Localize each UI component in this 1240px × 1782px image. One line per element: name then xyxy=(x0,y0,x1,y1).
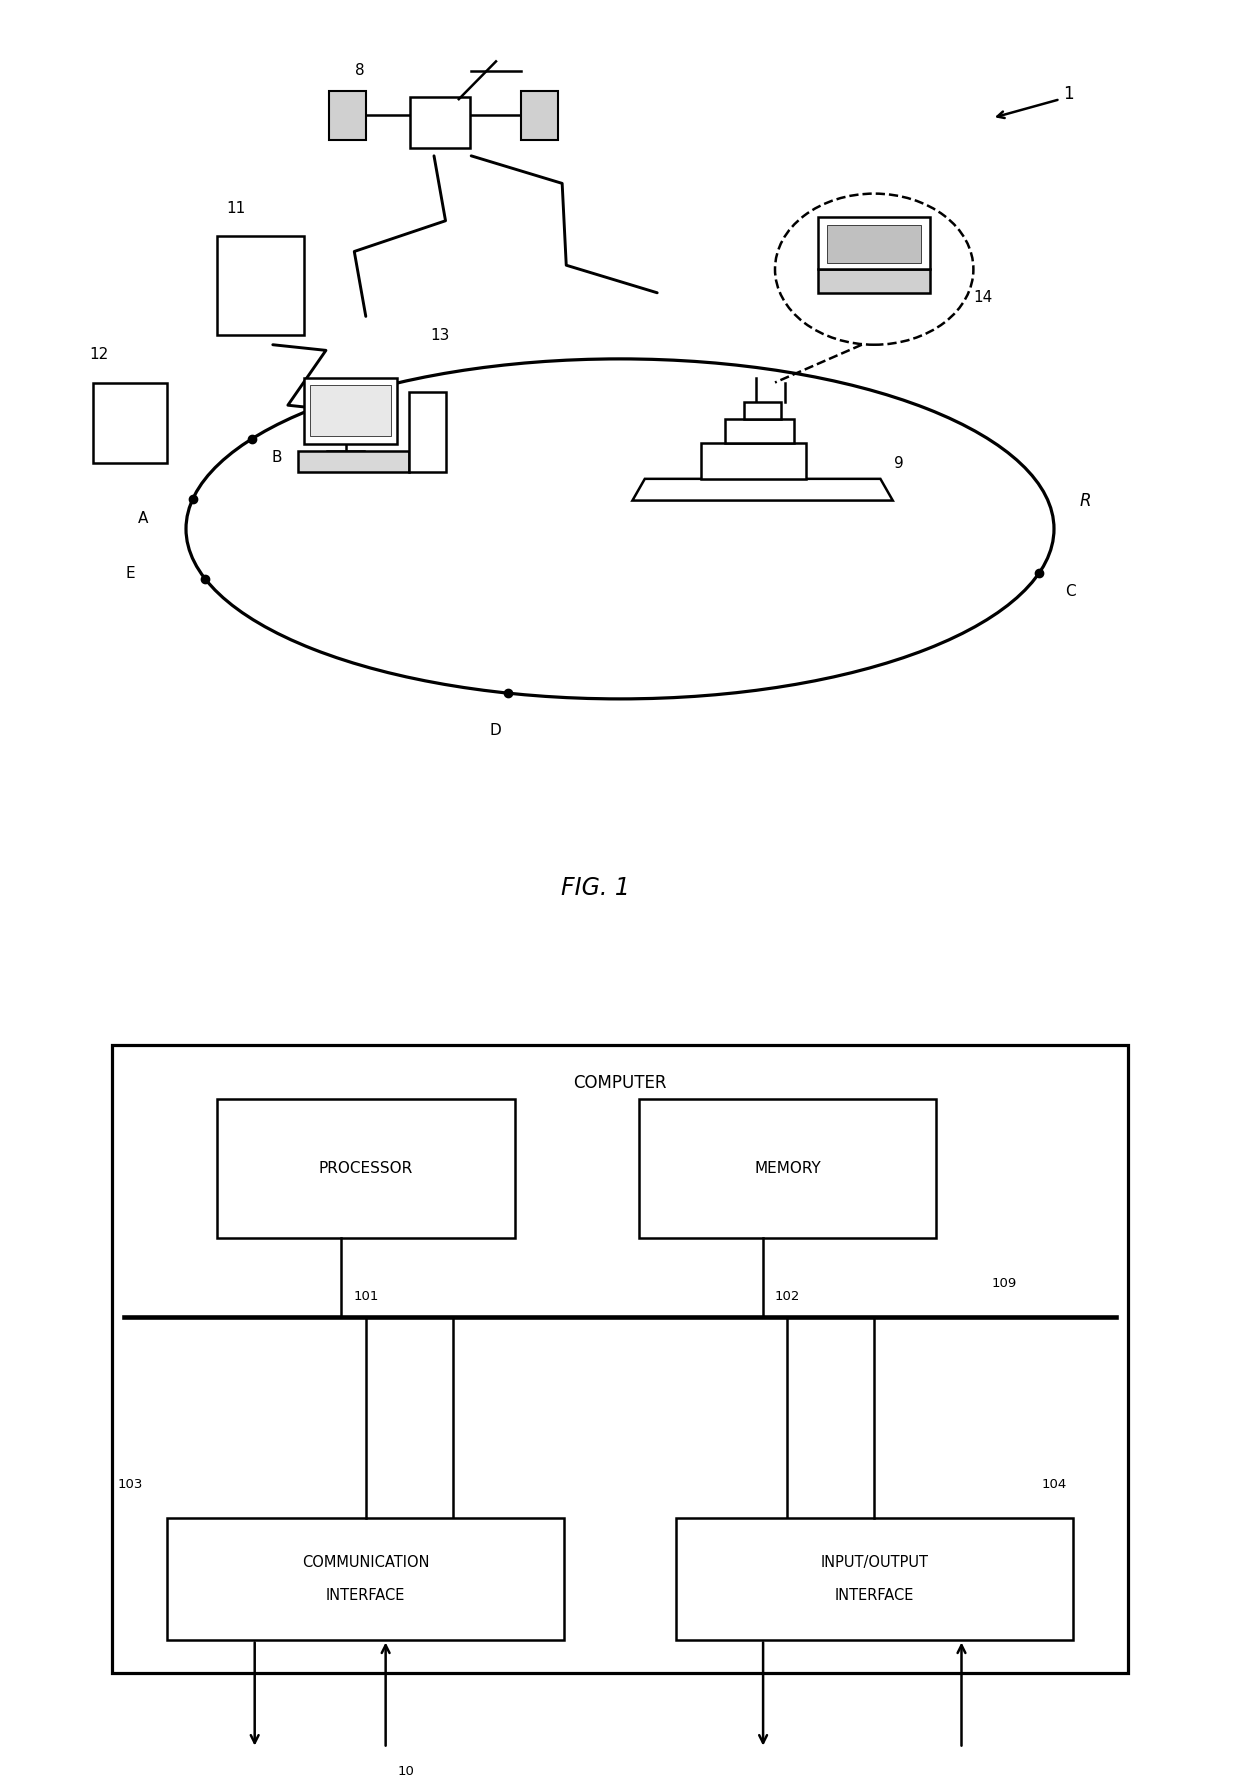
Text: D: D xyxy=(490,723,501,738)
Bar xyxy=(304,378,397,444)
Text: 11: 11 xyxy=(226,201,246,216)
Polygon shape xyxy=(632,479,893,501)
Bar xyxy=(409,392,446,472)
Bar xyxy=(639,1099,936,1237)
Bar xyxy=(701,444,806,479)
Text: 1: 1 xyxy=(1064,86,1074,103)
Text: 103: 103 xyxy=(118,1479,143,1492)
Text: FIG. 1: FIG. 1 xyxy=(560,875,630,900)
Bar xyxy=(217,235,304,335)
Bar xyxy=(676,1518,1073,1639)
Text: 14: 14 xyxy=(973,290,993,305)
Bar xyxy=(167,1518,564,1639)
Bar xyxy=(217,1099,515,1237)
Text: B: B xyxy=(272,451,281,465)
Bar xyxy=(827,225,921,262)
Text: COMPUTER: COMPUTER xyxy=(573,1073,667,1092)
Bar xyxy=(329,91,366,139)
Bar xyxy=(521,91,558,139)
Text: C: C xyxy=(1065,584,1075,599)
Text: 9: 9 xyxy=(894,456,904,470)
Text: R: R xyxy=(1079,492,1091,510)
Bar xyxy=(310,385,391,437)
Text: MEMORY: MEMORY xyxy=(754,1162,821,1176)
Bar xyxy=(725,419,794,444)
Text: 104: 104 xyxy=(1042,1479,1066,1492)
FancyBboxPatch shape xyxy=(410,98,470,148)
Text: COMMUNICATION: COMMUNICATION xyxy=(303,1554,429,1570)
Text: 13: 13 xyxy=(430,328,450,342)
Text: 8: 8 xyxy=(355,64,365,78)
Text: 10: 10 xyxy=(398,1766,415,1778)
Bar xyxy=(298,451,409,472)
Bar xyxy=(112,1044,1128,1673)
Text: 12: 12 xyxy=(89,347,109,362)
Text: E: E xyxy=(125,567,135,581)
Bar xyxy=(744,403,781,419)
Text: A: A xyxy=(138,511,149,526)
Text: 102: 102 xyxy=(775,1290,800,1303)
Text: PROCESSOR: PROCESSOR xyxy=(319,1162,413,1176)
Text: 109: 109 xyxy=(992,1278,1017,1290)
Bar xyxy=(818,217,930,269)
Text: INPUT/OUTPUT: INPUT/OUTPUT xyxy=(820,1554,929,1570)
Text: INTERFACE: INTERFACE xyxy=(326,1588,405,1604)
Text: 101: 101 xyxy=(353,1290,378,1303)
Bar xyxy=(818,269,930,292)
Text: INTERFACE: INTERFACE xyxy=(835,1588,914,1604)
Bar xyxy=(93,383,167,463)
